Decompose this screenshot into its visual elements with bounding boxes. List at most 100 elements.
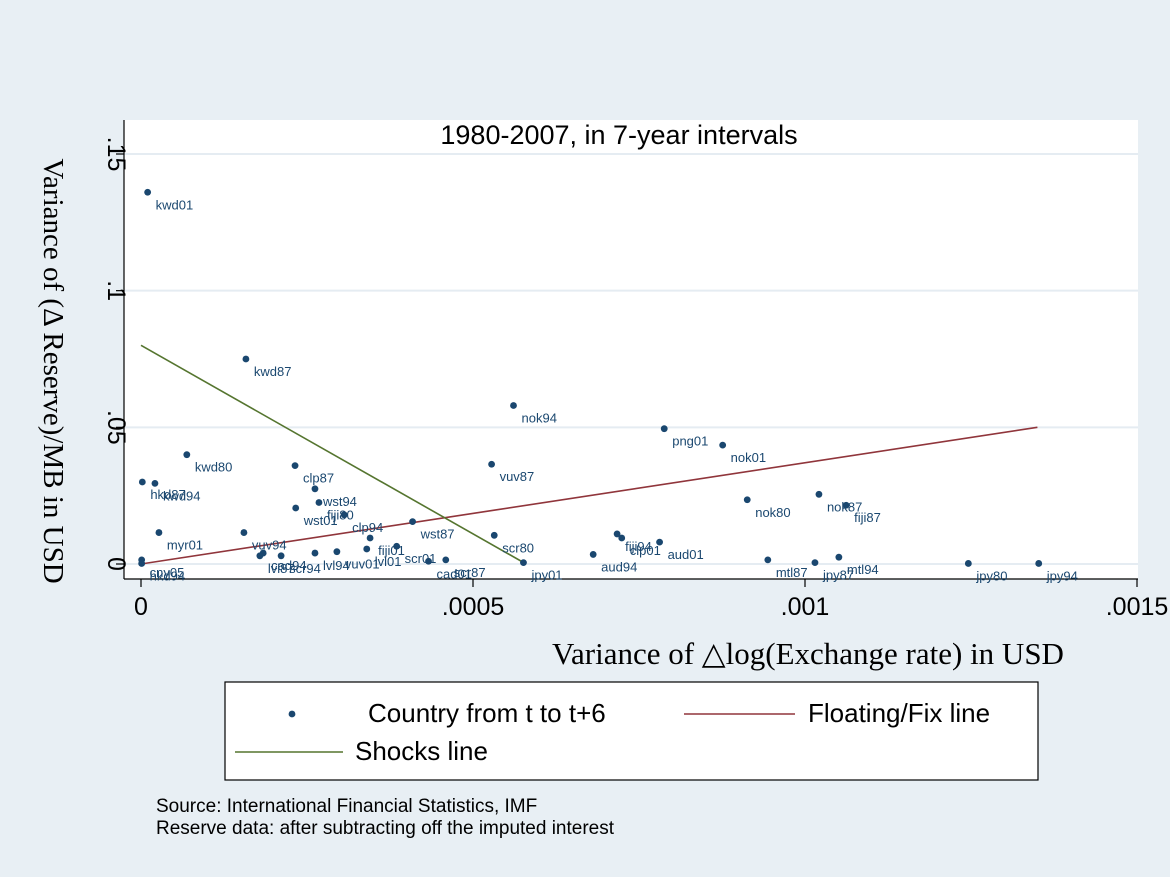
data-point xyxy=(151,479,159,487)
data-point xyxy=(155,529,163,536)
data-point-label: cad94 xyxy=(271,558,306,573)
data-point-label: vuv94 xyxy=(252,538,287,553)
shocks-line xyxy=(140,344,527,565)
data-point-label: nok94 xyxy=(522,410,557,425)
data-point-label: mtl94 xyxy=(847,562,879,577)
data-point xyxy=(719,441,727,449)
x-tick-label: .0015 xyxy=(1106,593,1169,621)
data-point-label: scr87 xyxy=(454,565,486,580)
data-point xyxy=(256,552,264,560)
data-point-label: vuv01 xyxy=(345,557,380,572)
data-point-label: wst87 xyxy=(420,527,455,542)
data-point-label: cad01 xyxy=(437,566,472,581)
data-point xyxy=(1035,560,1043,567)
reserve-note: Reserve data: after subtracting off the … xyxy=(156,818,615,839)
data-point-label: png01 xyxy=(672,434,708,449)
data-point-label: jpy80 xyxy=(975,568,1007,583)
x-tick-label: .0005 xyxy=(442,593,505,621)
data-point xyxy=(589,551,597,558)
data-point xyxy=(393,542,401,550)
source-note: Source: International Financial Statisti… xyxy=(156,796,537,817)
data-point-label: scr94 xyxy=(289,561,321,576)
data-point-label: mtl87 xyxy=(776,565,808,580)
data-point xyxy=(315,499,323,506)
data-point xyxy=(490,531,498,539)
data-point-label: scr80 xyxy=(502,540,534,555)
y-tick-label: .05 xyxy=(102,410,130,445)
data-point xyxy=(277,552,285,560)
y-tick-label: .15 xyxy=(102,137,130,172)
data-point-label: cny05 xyxy=(150,565,185,580)
data-point xyxy=(811,559,819,567)
data-point-label: scr01 xyxy=(405,551,437,566)
y-tick-label: 0 xyxy=(102,557,130,571)
data-point xyxy=(333,548,341,556)
data-point-label: jpy94 xyxy=(1046,568,1078,583)
data-point-label: hkd87 xyxy=(150,487,185,502)
legend-point-marker xyxy=(288,710,296,718)
data-point-label: clp94 xyxy=(352,520,383,535)
data-point xyxy=(425,557,432,565)
data-point-label: aud01 xyxy=(668,547,704,562)
legend-label: Shocks line xyxy=(355,736,488,766)
legend: Country from t to t+6 Floating/Fix line Sh… xyxy=(224,681,1039,781)
data-point xyxy=(510,402,517,409)
data-point-label: lvl01 xyxy=(375,554,402,569)
data-point-label: jpy87 xyxy=(822,568,854,583)
data-point xyxy=(442,556,450,564)
chart-title: 1980-2007, in 7-year intervals xyxy=(440,120,797,150)
data-point-label: aud94 xyxy=(601,559,637,574)
data-point xyxy=(656,538,663,546)
legend-label: Country from t to t+6 xyxy=(368,698,606,728)
data-point xyxy=(138,560,146,567)
y-axis-label: Variance of (Δ Reserve)/MB in USD xyxy=(37,158,69,583)
data-point xyxy=(138,478,146,486)
data-point-label: fiji80 xyxy=(327,508,354,523)
data-point-label: wst01 xyxy=(303,513,338,528)
data-point-label: nok80 xyxy=(755,505,790,520)
data-point-label: fiji87 xyxy=(854,510,881,525)
data-point xyxy=(291,462,299,469)
x-axis-label: Variance of △log(Exchange rate) in USD xyxy=(552,636,1064,671)
y-tick-label: .1 xyxy=(102,280,130,301)
legend-box xyxy=(224,681,1039,781)
x-tick-label: .001 xyxy=(781,593,830,621)
data-points xyxy=(138,188,1043,567)
data-point xyxy=(743,496,751,504)
data-point xyxy=(660,425,668,433)
point-labels: kwd01 kwd87 nok94 png01 nok01 kwd80 vuv87 clp87… xyxy=(150,197,1078,583)
data-point-label: fiji01 xyxy=(378,543,405,558)
data-point-label: kwd94 xyxy=(163,488,201,503)
legend-item-country: Country from t to t+6 xyxy=(288,698,606,728)
legend-item-floating-fix: Floating/Fix line xyxy=(684,698,990,728)
data-point xyxy=(409,518,416,526)
data-point xyxy=(183,451,191,459)
data-point xyxy=(488,460,495,468)
data-point-label: nok87 xyxy=(827,499,862,514)
data-point-label: clp87 xyxy=(303,471,334,486)
data-point xyxy=(292,504,300,512)
data-point-label: myr01 xyxy=(167,538,203,553)
data-point xyxy=(835,553,843,561)
data-point-label: clp01 xyxy=(630,543,661,558)
data-point xyxy=(242,355,250,363)
data-point xyxy=(311,485,319,493)
x-tick-label: 0 xyxy=(134,593,148,621)
axes: 0 .05 .1 .15 0 .0005 .001 .0015 xyxy=(102,120,1168,621)
data-point xyxy=(366,534,374,542)
data-point-label: jpy01 xyxy=(530,568,562,583)
data-point xyxy=(964,560,972,567)
plot-area xyxy=(124,120,1138,579)
data-point xyxy=(520,559,527,567)
data-point-label: kwd80 xyxy=(195,460,233,475)
data-point-label: vuv87 xyxy=(500,469,535,484)
data-point-label: lvl87 xyxy=(268,561,295,576)
data-point xyxy=(842,501,850,509)
data-point-label: kwd87 xyxy=(254,364,292,379)
data-point-label: kwd01 xyxy=(156,197,194,212)
data-point-label: wst94 xyxy=(322,494,357,509)
data-point-label: fiji94 xyxy=(625,539,652,554)
data-point-label: nok01 xyxy=(731,450,766,465)
data-point xyxy=(340,511,348,519)
